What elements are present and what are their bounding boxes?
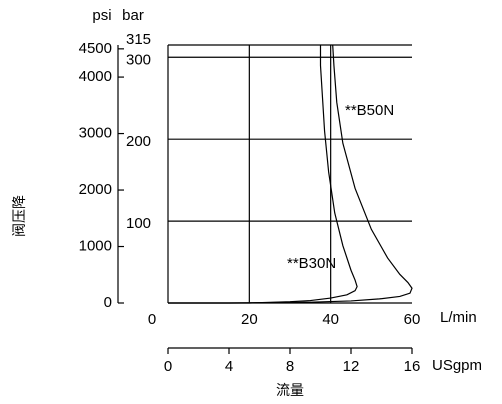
y-tick-label: 100 — [126, 215, 151, 232]
y2-tick-label: 4000 — [79, 68, 112, 85]
x2-tick-label: 0 — [164, 358, 172, 375]
x2-tick-label: 12 — [343, 358, 360, 375]
y2-tick-label: 4500 — [79, 40, 112, 57]
x-tick-label: 0 — [148, 311, 156, 328]
y2-tick-label: 3000 — [79, 125, 112, 142]
y2-tick-label: 0 — [104, 294, 112, 311]
y-axis-label: bar — [122, 7, 144, 24]
x-tick-label: 20 — [241, 311, 258, 328]
x2-tick-label: 16 — [404, 358, 421, 375]
y-tick-label: 300 — [126, 51, 151, 68]
series-label: **B30N — [287, 255, 336, 272]
x-axis-label: L/min — [440, 309, 477, 326]
y2-tick-label: 1000 — [79, 237, 112, 254]
series-label: **B50N — [345, 102, 394, 119]
x2-tick-label: 8 — [286, 358, 294, 375]
x-tick-label: 40 — [322, 311, 339, 328]
y2-axis-label: psi — [92, 7, 111, 24]
x-title: 流量 — [276, 383, 304, 399]
y-title: 阀压降 — [12, 195, 28, 237]
x2-tick-label: 4 — [225, 358, 233, 375]
series-line — [168, 44, 413, 304]
y-tick-label: 200 — [126, 133, 151, 150]
y2-tick-label: 2000 — [79, 181, 112, 198]
x2-axis-label: USgpm — [432, 357, 482, 374]
series-line — [168, 45, 358, 304]
x-tick-label: 60 — [404, 311, 421, 328]
y-tick-label: 315 — [126, 31, 151, 48]
